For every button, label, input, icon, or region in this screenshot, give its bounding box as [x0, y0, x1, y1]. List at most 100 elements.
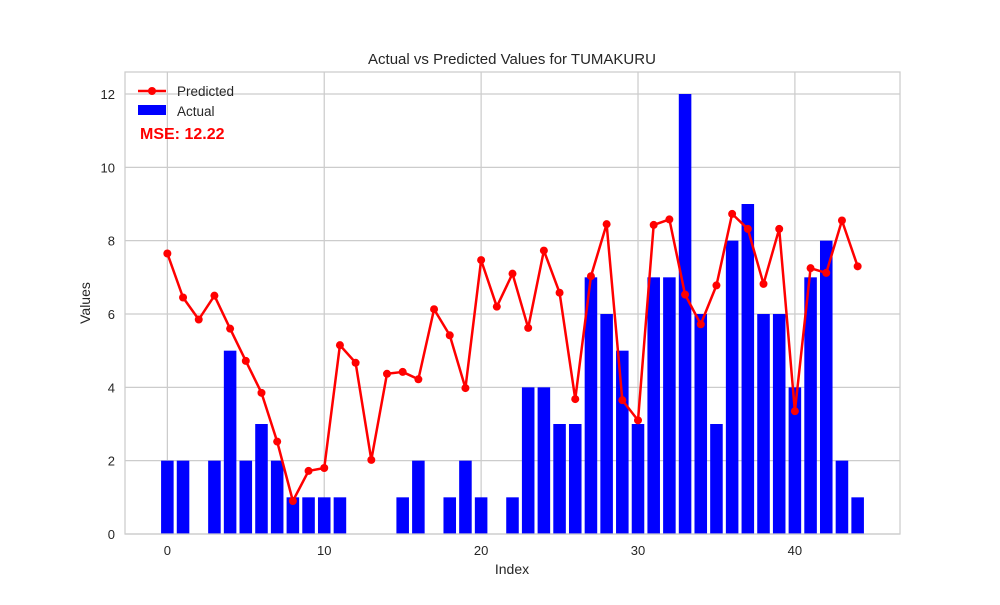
actual-bar: [694, 314, 708, 534]
predicted-point: [163, 249, 172, 258]
actual-bar: [302, 497, 315, 534]
y-tick-label: 10: [101, 160, 115, 175]
predicted-point: [430, 305, 439, 314]
y-tick-label: 2: [108, 454, 115, 469]
actual-bar: [725, 240, 739, 534]
actual-bar: [474, 497, 488, 534]
mse-annotation: MSE: 12.22: [140, 126, 225, 143]
predicted-point: [743, 224, 752, 233]
actual-bar: [788, 387, 802, 534]
x-tick-label: 10: [317, 543, 331, 558]
actual-bar: [161, 460, 174, 534]
predicted-point: [649, 220, 658, 229]
actual-bar: [412, 460, 425, 534]
predicted-point: [241, 356, 250, 365]
actual-bar: [757, 314, 770, 534]
actual-bars: [161, 94, 864, 534]
predicted-point: [335, 341, 344, 350]
legend: Predicted Actual: [138, 84, 234, 119]
actual-bar: [317, 497, 331, 534]
predicted-point: [524, 323, 533, 332]
x-tick-label: 0: [164, 543, 171, 558]
predicted-point: [728, 209, 737, 218]
predicted-point: [586, 272, 595, 281]
actual-bar: [176, 460, 190, 534]
axis-ticks: 0 10 20 30 40 0 2 4 6 8 10 12: [101, 87, 803, 558]
chart-title: Actual vs Predicted Values for TUMAKURU: [368, 51, 656, 68]
x-tick-label: 40: [788, 543, 802, 558]
predicted-point: [414, 375, 423, 384]
predicted-point: [367, 455, 376, 464]
plot-frame: [124, 71, 901, 535]
y-tick-label: 6: [108, 307, 115, 322]
predicted-point: [492, 302, 501, 311]
actual-bar: [600, 314, 613, 534]
actual-bar: [804, 277, 817, 534]
actual-bar: [568, 424, 582, 534]
actual-bar: [741, 204, 755, 534]
predicted-point: [304, 466, 313, 475]
actual-bar: [584, 277, 598, 534]
y-tick-label: 8: [108, 234, 115, 249]
actual-bar: [333, 497, 347, 534]
predicted-point: [179, 293, 188, 302]
actual-bar: [663, 277, 676, 534]
actual-bar: [396, 497, 409, 534]
actual-bar: [239, 460, 253, 534]
predicted-point: [790, 407, 799, 416]
predicted-line: [163, 209, 862, 505]
y-axis-label: Values: [77, 282, 93, 324]
y-tick-label: 4: [108, 380, 115, 395]
actual-bar: [506, 497, 519, 534]
predicted-point: [461, 384, 470, 393]
x-tick-label: 20: [474, 543, 488, 558]
predicted-point: [398, 367, 407, 376]
actual-bar: [521, 387, 535, 534]
predicted-point: [822, 268, 831, 277]
predicted-point: [837, 216, 846, 225]
predicted-point: [602, 220, 611, 229]
predicted-point: [681, 290, 690, 299]
actual-bar: [286, 497, 300, 534]
predicted-point: [665, 215, 674, 224]
actual-bar: [443, 497, 457, 534]
actual-bar: [537, 387, 551, 534]
predicted-point: [477, 256, 486, 265]
predicted-point: [508, 269, 517, 278]
x-axis-label: Index: [495, 561, 529, 577]
predicted-point: [618, 396, 627, 405]
predicted-point: [775, 224, 784, 233]
predicted-point: [634, 416, 643, 425]
actual-bar: [647, 277, 660, 534]
predicted-point: [226, 324, 235, 333]
legend-actual-label: Actual: [177, 104, 215, 119]
actual-bar: [851, 497, 864, 534]
legend-predicted-label: Predicted: [177, 84, 234, 99]
actual-bar: [835, 460, 849, 534]
actual-bar: [616, 350, 629, 534]
actual-bar: [270, 460, 284, 534]
y-tick-label: 0: [108, 527, 115, 542]
predicted-point: [351, 358, 360, 367]
predicted-point: [257, 388, 266, 397]
actual-bar: [208, 460, 221, 534]
actual-bar: [772, 314, 786, 534]
actual-bar: [819, 240, 833, 534]
predicted-point: [712, 281, 721, 290]
predicted-point: [382, 369, 391, 378]
actual-bar: [255, 424, 268, 534]
predicted-point: [571, 395, 580, 404]
actual-bar: [678, 94, 692, 534]
predicted-point: [288, 497, 297, 505]
predicted-point: [273, 437, 282, 446]
actual-bar: [631, 424, 645, 534]
x-tick-label: 30: [631, 543, 645, 558]
predicted-point: [194, 315, 203, 324]
predicted-series-line: [166, 212, 859, 503]
legend-predicted-swatch-marker: [148, 87, 156, 95]
y-tick-label: 12: [101, 87, 115, 102]
predicted-point: [445, 331, 454, 340]
legend-actual-swatch: [138, 105, 166, 115]
